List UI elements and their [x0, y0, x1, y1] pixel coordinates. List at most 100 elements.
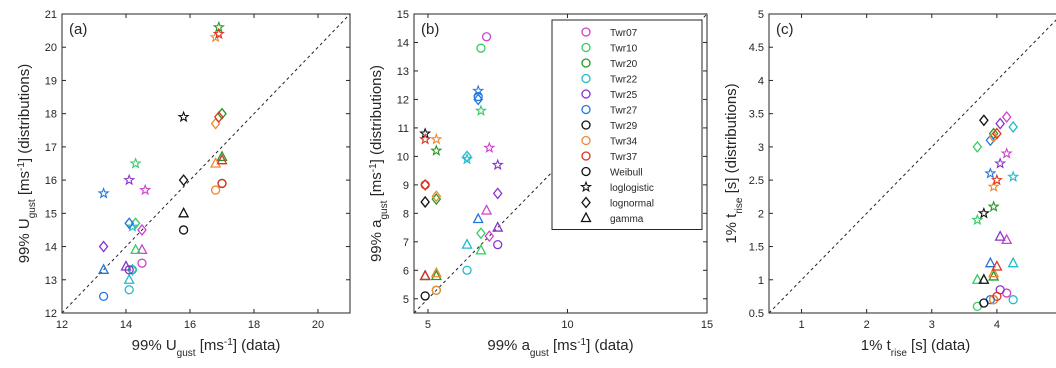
y-tick-label: 10: [397, 151, 409, 163]
data-point-weibull: [979, 298, 989, 308]
data-point-gamma: [988, 266, 1000, 278]
y-tick-label: 2.5: [749, 175, 764, 187]
series-twr22: [123, 220, 139, 295]
x-tick-label: 16: [184, 319, 196, 331]
series-twr25: [98, 173, 136, 275]
data-point-lognormal: [484, 230, 495, 243]
data-point-loglogistic: [430, 144, 443, 156]
data-point-loglogistic: [212, 27, 225, 40]
data-point-gamma: [1007, 256, 1019, 268]
data-point-loglogistic: [129, 157, 142, 169]
data-point-loglogistic: [430, 132, 443, 145]
series-twr37: [212, 27, 228, 189]
data-point-lognormal: [995, 117, 1005, 130]
panel-label: (a): [69, 21, 87, 38]
series-twr22: [1007, 120, 1020, 305]
x-tick-label: 3: [929, 319, 935, 331]
legend-label: Twr34: [610, 137, 638, 148]
y-tick-label: 19: [45, 75, 57, 87]
data-point-loglogistic: [483, 141, 496, 154]
series-twr29: [977, 114, 990, 308]
data-point-gamma: [988, 270, 1000, 281]
data-point-gamma: [475, 243, 487, 255]
data-point-weibull: [476, 43, 486, 53]
data-point-gamma: [991, 260, 1003, 271]
data-point-gamma: [98, 263, 110, 274]
axes-box: [768, 13, 1056, 314]
series-twr10: [127, 157, 142, 275]
data-point-weibull: [431, 285, 441, 295]
x-tick-label: 5: [425, 319, 431, 331]
data-point-weibull: [137, 258, 147, 268]
y-tick-label: 2: [758, 208, 764, 220]
data-point-weibull: [1008, 295, 1018, 305]
data-point-loglogistic: [977, 206, 990, 219]
y-tick-label: 4.5: [749, 42, 764, 54]
data-point-lognormal: [985, 134, 996, 147]
data-point-gamma: [216, 153, 228, 165]
y-axis-label: 1% trise [s] (distributions): [723, 83, 745, 243]
y-tick-label: 1.5: [749, 242, 764, 254]
data-point-loglogistic: [126, 220, 139, 232]
data-point-lognormal: [420, 178, 430, 191]
y-axis-label: 99% Ugust [ms-1] (distributions): [16, 64, 38, 264]
legend-marker: [581, 73, 591, 84]
y-tick-label: 12: [397, 94, 409, 106]
series-twr25: [491, 158, 504, 250]
legend-marker: [581, 42, 591, 53]
data-point-gamma: [120, 260, 132, 271]
data-point-weibull: [462, 265, 472, 275]
series-twr29: [419, 127, 432, 301]
series-twr20: [212, 20, 228, 189]
y-tick-label: 17: [45, 142, 57, 154]
series-twr10: [971, 140, 984, 312]
legend-label: Twr27: [610, 106, 638, 117]
x-axis-label: 1% trise [s] (data): [861, 337, 971, 359]
data-point-lognormal: [124, 217, 135, 230]
x-tick-label: 15: [701, 319, 713, 331]
data-point-gamma: [978, 273, 990, 284]
data-point-lognormal: [492, 187, 503, 200]
data-point-gamma: [492, 221, 504, 232]
legend-marker: [579, 180, 593, 193]
axes-box: [413, 13, 708, 314]
y-tick-label: 3: [758, 142, 764, 154]
data-point-lognormal: [178, 174, 189, 187]
legend-label: loglogistic: [610, 183, 654, 194]
y-tick-label: 11: [398, 123, 409, 135]
data-point-lognormal: [210, 117, 221, 130]
legend-label: Twr37: [610, 152, 638, 163]
legend-marker: [581, 89, 591, 99]
data-point-loglogistic: [987, 200, 1000, 212]
legend-marker: [581, 196, 591, 209]
series-twr27: [97, 187, 135, 302]
data-point-weibull: [217, 178, 227, 189]
x-tick-label: 14: [120, 319, 132, 331]
data-point-weibull: [420, 180, 430, 190]
data-point-gamma: [461, 238, 473, 249]
y-tick-label: 9: [403, 180, 409, 192]
x-tick-label: 10: [561, 319, 573, 331]
data-point-gamma: [994, 230, 1006, 241]
panel-c: 1 2 3 4 0.5 1 1.5 2 2.5 3 3.5 4 4.5 5 (c) 1% trise [s] …: [723, 9, 1056, 359]
series-twr34: [430, 132, 443, 295]
data-point-lognormal: [1008, 120, 1018, 133]
y-tick-label: 1: [758, 275, 764, 287]
data-point-lognormal: [130, 217, 141, 230]
legend-label: gamma: [610, 214, 644, 225]
y-tick-label: 13: [45, 275, 57, 287]
data-point-loglogistic: [990, 173, 1003, 186]
data-point-loglogistic: [1007, 170, 1020, 182]
data-point-loglogistic: [177, 110, 190, 123]
data-point-gamma: [430, 269, 442, 281]
y-axis-label: 99% agust [ms-1] (distributions): [368, 65, 390, 262]
data-point-weibull: [420, 291, 430, 301]
y-tick-label: 3.5: [749, 109, 764, 121]
legend-marker: [581, 58, 591, 68]
x-axis-label: 99% agust [ms-1] (data): [487, 337, 633, 359]
data-point-gamma: [472, 212, 484, 224]
legend-label: Twr29: [610, 121, 638, 132]
y-tick-label: 18: [45, 109, 57, 121]
series-twr07: [480, 32, 496, 243]
